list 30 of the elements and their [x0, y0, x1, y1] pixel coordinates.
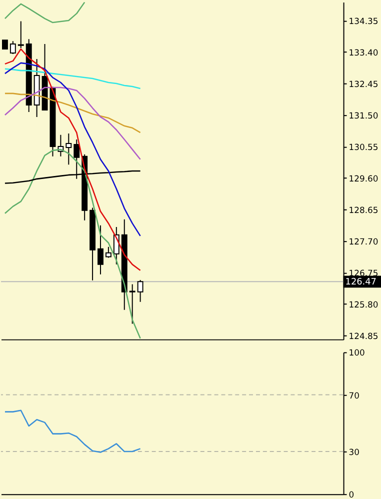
line-series — [4, 48, 141, 272]
y-tick-label: 127.70 — [348, 236, 378, 246]
ref-line-label: 126.47 — [345, 278, 376, 288]
y-tick-label: 125.80 — [348, 299, 378, 310]
line-series — [4, 62, 141, 237]
line-series — [4, 2, 86, 24]
y-tick-label: 131.50 — [348, 110, 378, 120]
line-series — [4, 92, 141, 134]
line-series — [4, 86, 141, 160]
y-tick-label: 126.75 — [348, 268, 378, 278]
candlestick — [10, 40, 16, 54]
y-tick-label: 100 — [348, 348, 365, 358]
candlestick — [98, 224, 104, 275]
candlestick — [66, 133, 72, 166]
y-tick-label: 132.45 — [348, 78, 378, 89]
y-tick-label: 130.55 — [348, 142, 378, 152]
y-tick-label: 133.40 — [348, 47, 378, 58]
candlestick — [18, 20, 24, 49]
candlestick — [105, 246, 112, 258]
line-series — [4, 68, 141, 90]
y-tick-label: 0 — [348, 490, 354, 499]
y-tick-label: 70 — [348, 390, 360, 400]
y-tick-label: 128.65 — [348, 204, 378, 215]
candlestick — [137, 280, 144, 302]
line-series — [4, 410, 141, 453]
y-tick-label: 124.85 — [348, 330, 378, 341]
y-tick-label: 134.35 — [348, 16, 378, 26]
y-tick-label: 30 — [348, 447, 360, 458]
y-tick-label: 129.60 — [348, 173, 378, 184]
candlestick — [129, 284, 136, 324]
